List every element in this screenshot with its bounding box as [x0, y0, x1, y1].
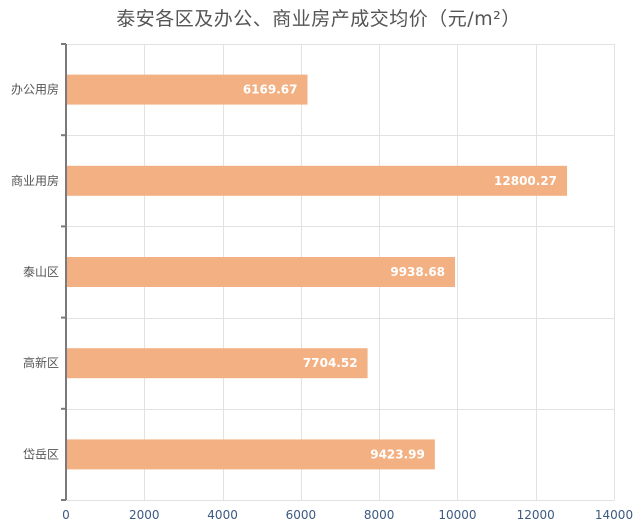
x-tick-label: 4000 [207, 508, 238, 522]
x-tick-label: 2000 [129, 508, 160, 522]
x-tick-label: 10000 [438, 508, 476, 522]
y-category-label: 泰山区 [23, 265, 59, 279]
bar [67, 439, 435, 470]
x-tick-label: 14000 [595, 508, 633, 522]
y-category-label: 岱岳区 [23, 447, 59, 461]
bar [67, 165, 568, 196]
data-label: 12800.27 [494, 174, 557, 188]
y-category-label: 办公用房 [11, 82, 59, 97]
bar [67, 348, 368, 379]
x-tick-label: 0 [62, 508, 70, 522]
x-tick-label: 8000 [364, 508, 395, 522]
y-category-label: 商业用房 [11, 173, 59, 188]
x-tick-label: 12000 [517, 508, 555, 522]
y-category-label: 高新区 [23, 355, 59, 370]
bar [67, 74, 308, 105]
chart-title: 泰安各区及办公、商业房产成交均价（元/m²） [116, 8, 521, 30]
data-label: 6169.67 [243, 83, 298, 97]
data-label: 7704.52 [303, 356, 358, 370]
data-label: 9423.99 [370, 447, 425, 461]
bar [67, 257, 456, 287]
data-label: 9938.68 [390, 265, 445, 279]
x-tick-label: 6000 [286, 508, 317, 522]
